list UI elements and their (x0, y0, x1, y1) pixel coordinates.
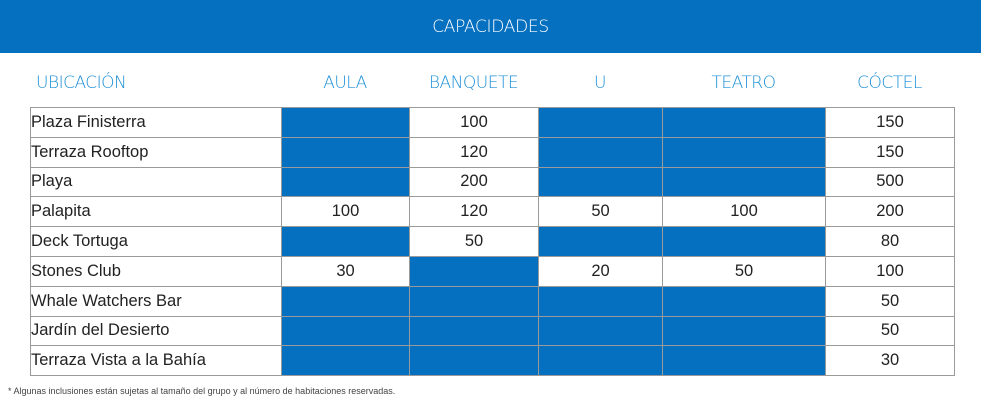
header-aula: AULA (323, 73, 367, 93)
table-body: Plaza Finisterra 100 150 Terraza Rooftop 120… (30, 107, 955, 377)
row-location-name: Jardín del Desierto (30, 315, 282, 347)
cell-coctel: 80 (825, 226, 955, 257)
cell-coctel: 30 (825, 345, 955, 377)
cell-u (538, 226, 663, 257)
cell-teatro (662, 226, 826, 257)
cell-aula (281, 107, 410, 138)
header-u: U (594, 73, 606, 93)
cell-banquete (409, 255, 539, 287)
cell-u: 50 (538, 196, 663, 228)
cell-coctel: 150 (825, 136, 955, 168)
cell-aula (281, 136, 410, 168)
cell-aula: 100 (281, 196, 410, 228)
cell-u (538, 166, 663, 198)
cell-u (538, 285, 663, 317)
cell-teatro: 50 (662, 255, 826, 287)
cell-coctel: 100 (825, 255, 955, 287)
cell-banquete (409, 345, 539, 377)
cell-teatro (662, 345, 826, 377)
cell-u (538, 315, 663, 347)
cell-u (538, 345, 663, 377)
cell-u (538, 107, 663, 138)
cell-coctel: 50 (825, 285, 955, 317)
header-ubicacion: UBICACIÓN (36, 73, 127, 93)
row-location-name: Stones Club (30, 255, 282, 287)
cell-coctel: 500 (825, 166, 955, 198)
cell-u: 20 (538, 255, 663, 287)
header-coctel: CÓCTEL (857, 73, 922, 93)
table-row: Stones Club 30 20 50 100 (30, 255, 955, 287)
table-row: Jardín del Desierto 50 (30, 315, 955, 347)
cell-coctel: 150 (825, 107, 955, 138)
footnote: * Algunas inclusiones están sujetas al t… (8, 386, 396, 396)
cell-banquete: 120 (409, 196, 539, 228)
cell-banquete (409, 285, 539, 317)
table-row: Whale Watchers Bar 50 (30, 285, 955, 317)
cell-coctel: 50 (825, 315, 955, 347)
cell-aula (281, 285, 410, 317)
cell-teatro (662, 107, 826, 138)
cell-banquete: 100 (409, 107, 539, 138)
row-location-name: Terraza Rooftop (30, 136, 282, 168)
header-teatro: TEATRO (711, 73, 776, 93)
cell-aula (281, 226, 410, 257)
header-banquete: BANQUETE (428, 73, 519, 93)
table-row: Terraza Rooftop 120 150 (30, 136, 955, 168)
row-location-name: Deck Tortuga (30, 226, 282, 257)
cell-aula (281, 345, 410, 377)
cell-banquete: 50 (409, 226, 539, 257)
row-location-name: Plaza Finisterra (30, 107, 282, 138)
cell-coctel: 200 (825, 196, 955, 228)
table-row: Deck Tortuga 50 80 (30, 226, 955, 257)
cell-teatro (662, 136, 826, 168)
cell-teatro (662, 315, 826, 347)
row-location-name: Whale Watchers Bar (30, 285, 282, 317)
cell-aula (281, 166, 410, 198)
cell-u (538, 136, 663, 168)
page-title-banner: CAPACIDADES (0, 0, 981, 53)
cell-teatro (662, 285, 826, 317)
cell-banquete: 120 (409, 136, 539, 168)
cell-teatro (662, 166, 826, 198)
table-row: Plaza Finisterra 100 150 (30, 107, 955, 138)
row-location-name: Palapita (30, 196, 282, 228)
row-location-name: Playa (30, 166, 282, 198)
page-title: CAPACIDADES (432, 16, 549, 37)
cell-banquete (409, 315, 539, 347)
table-header: UBICACIÓN AULA BANQUETE U TEATRO CÓCTEL (0, 66, 981, 100)
row-location-name: Terraza Vista a la Bahía (30, 345, 282, 377)
cell-teatro: 100 (662, 196, 826, 228)
table-row: Playa 200 500 (30, 166, 955, 198)
capacity-table: Plaza Finisterra 100 150 Terraza Rooftop 120… (30, 107, 955, 377)
table-row: Palapita 100 120 50 100 200 (30, 196, 955, 228)
cell-banquete: 200 (409, 166, 539, 198)
cell-aula (281, 315, 410, 347)
cell-aula: 30 (281, 255, 410, 287)
table-row: Terraza Vista a la Bahía 30 (30, 345, 955, 377)
